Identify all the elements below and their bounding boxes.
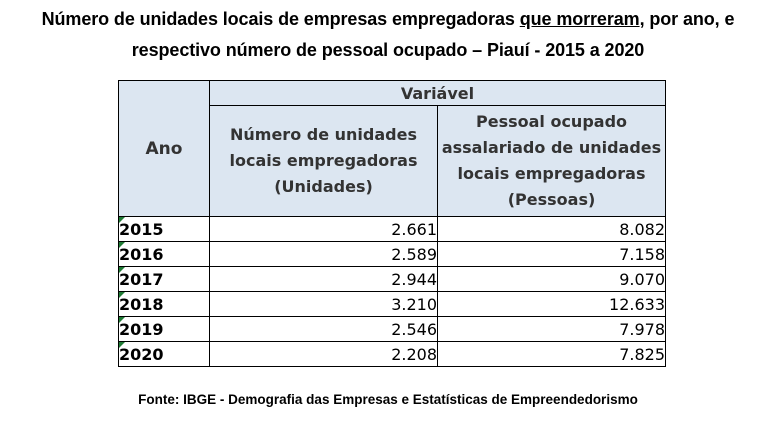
- year-cell[interactable]: 2019: [118, 316, 210, 342]
- table-row: 2020 2.208 7.825: [118, 341, 666, 367]
- cell-marker-icon: [119, 242, 125, 248]
- year-value: 2019: [119, 319, 164, 339]
- people-cell[interactable]: 7.978: [437, 316, 666, 342]
- cell-marker-icon: [119, 292, 125, 298]
- cell-marker-icon: [119, 267, 125, 273]
- header-variable-group: Variável: [209, 80, 666, 106]
- units-cell[interactable]: 2.589: [209, 241, 438, 267]
- units-cell[interactable]: 3.210: [209, 291, 438, 317]
- people-cell[interactable]: 12.633: [437, 291, 666, 317]
- people-cell[interactable]: 9.070: [437, 266, 666, 292]
- units-cell[interactable]: 2.208: [209, 341, 438, 367]
- title-line-2: respectivo número de pessoal ocupado – P…: [131, 40, 645, 60]
- title-text-pre: Número de unidades locais de empresas em…: [41, 9, 520, 29]
- title-text-post: , por ano, e: [639, 9, 735, 29]
- year-cell[interactable]: 2017: [118, 266, 210, 292]
- units-cell[interactable]: 2.944: [209, 266, 438, 292]
- source-note: Fonte: IBGE - Demografia das Empresas e …: [138, 392, 638, 407]
- table-row: 2015 2.661 8.082: [118, 216, 666, 242]
- table-row: 2019 2.546 7.978: [118, 316, 666, 342]
- cell-marker-icon: [119, 317, 125, 323]
- page-title: Número de unidades locais de empresas em…: [0, 4, 776, 66]
- units-cell[interactable]: 2.661: [209, 216, 438, 242]
- year-value: 2018: [119, 294, 164, 314]
- header-people: Pessoal ocupado assalariado de unidades …: [437, 105, 666, 217]
- header-year: Ano: [118, 80, 210, 217]
- year-cell[interactable]: 2016: [118, 241, 210, 267]
- year-value: 2016: [119, 244, 164, 264]
- cell-marker-icon: [119, 342, 125, 348]
- year-cell[interactable]: 2020: [118, 341, 210, 367]
- table-row: 2016 2.589 7.158: [118, 241, 666, 267]
- year-value: 2015: [119, 219, 164, 239]
- year-cell[interactable]: 2018: [118, 291, 210, 317]
- title-text-underlined: que morreram: [519, 9, 640, 29]
- people-cell[interactable]: 8.082: [437, 216, 666, 242]
- cell-marker-icon: [119, 217, 125, 223]
- data-table: Ano Variável Número de unidades locais e…: [118, 80, 666, 367]
- header-units: Número de unidades locais empregadoras (…: [209, 105, 438, 217]
- people-cell[interactable]: 7.158: [437, 241, 666, 267]
- year-value: 2017: [119, 269, 164, 289]
- people-cell[interactable]: 7.825: [437, 341, 666, 367]
- units-cell[interactable]: 2.546: [209, 316, 438, 342]
- year-value: 2020: [119, 344, 164, 364]
- table-row: 2017 2.944 9.070: [118, 266, 666, 292]
- table-row: 2018 3.210 12.633: [118, 291, 666, 317]
- title-line-1: Número de unidades locais de empresas em…: [0, 4, 776, 35]
- year-cell[interactable]: 2015: [118, 216, 210, 242]
